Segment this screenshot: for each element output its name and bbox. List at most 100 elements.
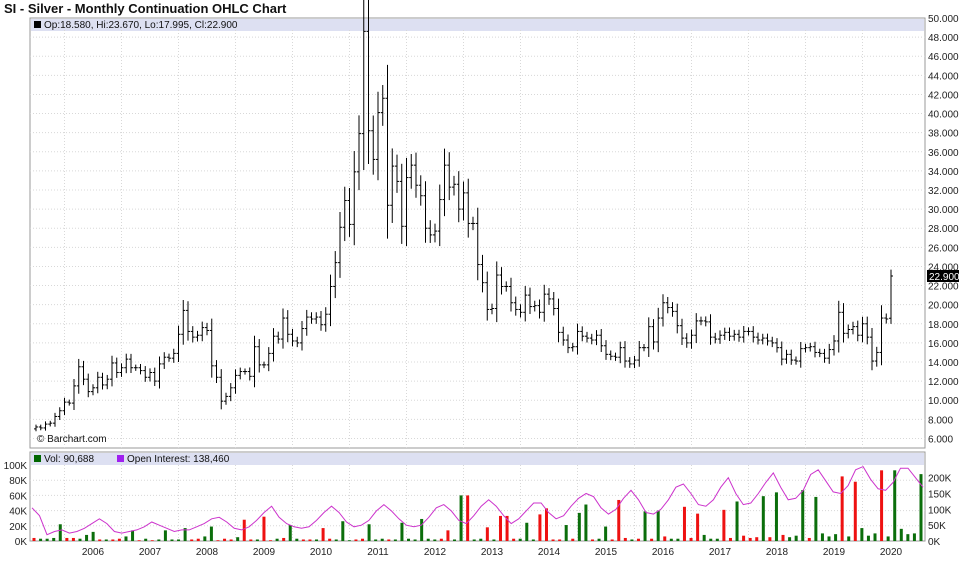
volume-bar [124, 536, 127, 541]
x-tick-label: 2012 [424, 547, 447, 558]
volume-bar [197, 539, 200, 541]
watermark: © Barchart.com [37, 434, 107, 445]
volume-bar [538, 514, 541, 541]
volume-bar [906, 534, 909, 541]
volume-bar [262, 517, 265, 541]
volume-bar [348, 540, 351, 541]
price-tick-label: 40.000 [928, 110, 959, 121]
volume-bar [479, 539, 482, 541]
volume-bar [249, 539, 252, 541]
volume-bar [118, 539, 121, 541]
x-tick-label: 2010 [310, 547, 333, 558]
volume-bar [492, 539, 495, 541]
volume-bar [157, 539, 160, 541]
volume-bar [223, 539, 226, 541]
volume-tick-label: 60K [9, 491, 27, 502]
volume-bar [814, 497, 817, 541]
volume-bar [98, 539, 101, 541]
volume-bar [269, 540, 272, 541]
volume-bar [525, 523, 528, 541]
volume-bar [177, 539, 180, 541]
volume-tick-label: 0K [15, 537, 28, 548]
open-interest-tick-label: 0K [928, 537, 941, 548]
volume-bar [624, 538, 627, 541]
open-interest-tick-label: 100K [928, 505, 952, 516]
x-tick-label: 2017 [709, 547, 732, 558]
volume-bar [828, 536, 831, 541]
volume-bar [151, 540, 154, 541]
volume-bar [690, 538, 693, 541]
open-interest-y-axis: 0K50K100K150K200K [928, 474, 952, 548]
open-interest-tick-label: 200K [928, 474, 952, 485]
volume-bar [308, 539, 311, 541]
x-tick-label: 2020 [880, 547, 903, 558]
volume-bar [256, 539, 259, 541]
volume-bar [46, 539, 49, 541]
open-interest-legend-marker [117, 455, 124, 462]
x-tick-label: 2013 [481, 547, 504, 558]
volume-bar [236, 537, 239, 541]
volume-bar [354, 539, 357, 541]
volume-bar [821, 533, 824, 541]
volume-bar [394, 539, 397, 541]
price-y-axis: 6.0008.00010.00012.00014.00016.00018.000… [928, 14, 959, 445]
price-tick-label: 22.000 [928, 282, 959, 293]
volume-bar [650, 539, 653, 541]
price-tick-label: 6.000 [928, 434, 953, 445]
volume-bar [847, 536, 850, 541]
volume-bar [887, 536, 890, 541]
volume-bar [65, 538, 68, 541]
x-tick-label: 2016 [652, 547, 675, 558]
volume-y-axis: 0K20K40K60K80K100K [4, 461, 28, 548]
volume-bar [552, 539, 555, 541]
volume-bar [630, 539, 633, 541]
volume-bar [663, 536, 666, 541]
volume-bar [874, 533, 877, 541]
price-tick-label: 32.000 [928, 186, 959, 197]
volume-bar [440, 539, 443, 541]
volume-bar [170, 539, 173, 541]
volume-bar [703, 535, 706, 541]
volume-bar [322, 528, 325, 541]
volume-legend-marker [34, 455, 41, 462]
volume-bar [860, 528, 863, 541]
volume-bar [591, 539, 594, 541]
volume-bar [427, 539, 430, 541]
volume-bar [683, 507, 686, 541]
open-interest-tick-label: 150K [928, 490, 952, 501]
volume-bar [716, 539, 719, 541]
x-tick-label: 2019 [823, 547, 846, 558]
volume-bar [722, 510, 725, 541]
volume-bar [742, 536, 745, 541]
volume-bar [545, 508, 548, 541]
volume-bar [341, 521, 344, 541]
volume-bar [414, 539, 417, 541]
volume-bar [788, 537, 791, 541]
volume-bar [644, 511, 647, 541]
x-tick-label: 2011 [367, 547, 389, 558]
volume-bar [880, 470, 883, 541]
price-tick-label: 46.000 [928, 52, 959, 63]
volume-bar [729, 538, 732, 541]
volume-bar [670, 539, 673, 541]
volume-bar [775, 492, 778, 541]
volume-bar [39, 539, 42, 541]
price-tick-label: 10.000 [928, 396, 959, 407]
volume-bar [834, 534, 837, 541]
open-interest-legend: Open Interest: 138,460 [127, 454, 230, 465]
x-tick-label: 2018 [766, 547, 789, 558]
volume-bar [85, 535, 88, 541]
volume-bar [900, 529, 903, 541]
volume-bar [105, 539, 108, 541]
volume-bar [59, 524, 62, 541]
x-tick-label: 2008 [196, 547, 219, 558]
volume-bar [571, 539, 574, 541]
volume-bar [328, 539, 331, 541]
volume-bar [282, 538, 285, 541]
volume-bar [276, 539, 279, 541]
price-tick-label: 36.000 [928, 148, 959, 159]
volume-bar [460, 495, 463, 541]
volume-bar [512, 539, 515, 541]
volume-bar [473, 539, 476, 541]
